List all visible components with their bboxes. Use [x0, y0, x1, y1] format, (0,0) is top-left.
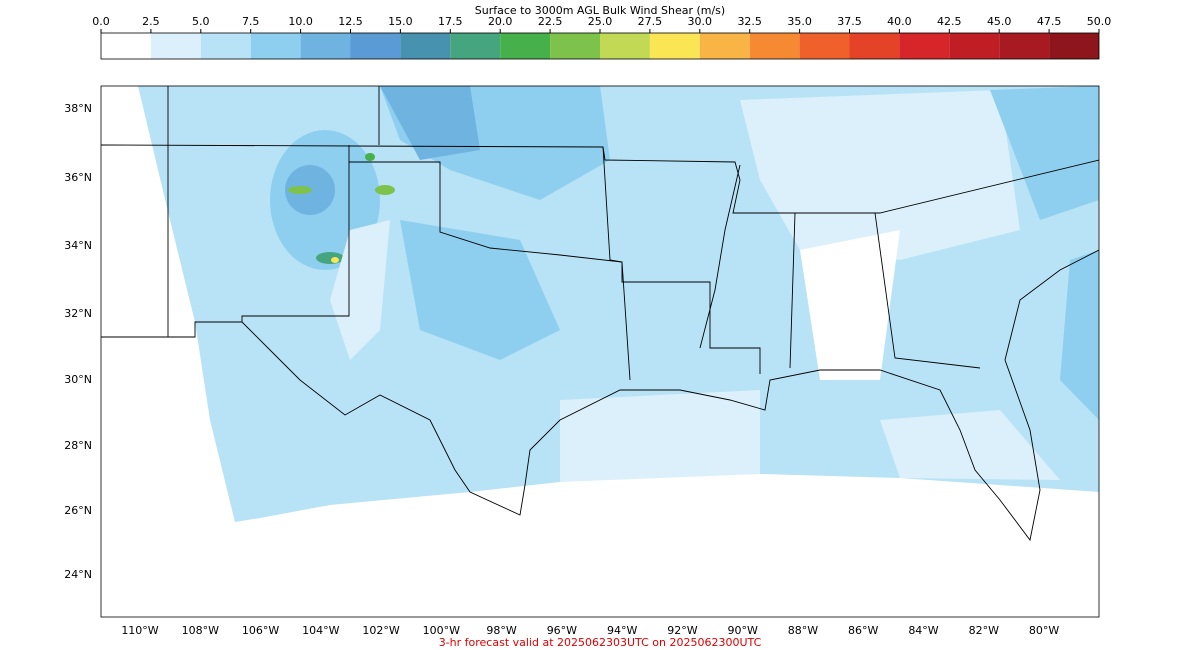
colorbar-segment	[300, 33, 351, 59]
colorbar-segment	[500, 33, 551, 59]
colorbar-segment	[101, 33, 151, 59]
colorbar-tick-label: 2.5	[142, 15, 160, 28]
latitude-label: 36°N	[64, 171, 92, 184]
colorbar-tick-label: 35.0	[787, 15, 812, 28]
longitude-label: 90°W	[728, 624, 758, 637]
colorbar-tick-label: 7.5	[242, 15, 260, 28]
colorbar-segment	[400, 33, 451, 59]
latitude-label: 24°N	[64, 568, 92, 581]
colorbar-tick-label: 50.0	[1087, 15, 1112, 28]
colorbar-segment	[250, 33, 301, 59]
colorbar-tick-label: 25.0	[588, 15, 613, 28]
colorbar-tick-label: 20.0	[488, 15, 513, 28]
longitude-label: 88°W	[788, 624, 818, 637]
map-frame	[100, 85, 1100, 618]
latitude-label: 28°N	[64, 439, 92, 452]
colorbar: 0.0 2.5 5.0 7.5 10.0 12.5 15.0 17.5 20.0 22.5 25.0…	[92, 15, 1112, 60]
colorbar-tick-label: 27.5	[638, 15, 663, 28]
shear-field	[138, 86, 1099, 522]
colorbar-segment	[600, 33, 650, 59]
colorbar-tick-label: 47.5	[1037, 15, 1062, 28]
longitude-label: 86°W	[848, 624, 878, 637]
latitude-label: 30°N	[64, 373, 92, 386]
colorbar-tick-label: 5.0	[192, 15, 210, 28]
longitude-label: 110°W	[121, 624, 158, 637]
colorbar-tick-label: 37.5	[837, 15, 862, 28]
colorbar-segment	[649, 33, 700, 59]
colorbar-segment	[999, 33, 1050, 59]
latitude-label: 34°N	[64, 239, 92, 252]
axis-labels: 38°N 36°N 34°N 32°N 30°N 28°N 26°N 24°N 110°W 108…	[64, 102, 1059, 637]
longitude-label: 84°W	[908, 624, 938, 637]
colorbar-tick-label: 10.0	[288, 15, 313, 28]
colorbar-tick-label: 32.5	[737, 15, 762, 28]
colorbar-segment	[1049, 33, 1099, 59]
colorbar-segment	[550, 33, 600, 59]
colorbar-tick-label: 22.5	[538, 15, 563, 28]
colorbar-tick-label: 42.5	[937, 15, 962, 28]
longitude-label: 80°W	[1029, 624, 1059, 637]
colorbar-tick-label: 45.0	[987, 15, 1012, 28]
latitude-label: 32°N	[64, 307, 92, 320]
longitude-label: 102°W	[362, 624, 399, 637]
colorbar-segment	[949, 33, 1000, 59]
colorbar-tick-label: 30.0	[688, 15, 713, 28]
longitude-label: 108°W	[182, 624, 219, 637]
longitude-label: 106°W	[242, 624, 279, 637]
longitude-label: 98°W	[486, 624, 516, 637]
colorbar-segment	[150, 33, 201, 59]
longitude-label: 82°W	[969, 624, 999, 637]
colorbar-segment	[899, 33, 950, 59]
map	[100, 85, 1100, 618]
boundaries	[101, 86, 1099, 542]
colorbar-segment	[699, 33, 750, 59]
colorbar-tick-label: 17.5	[438, 15, 463, 28]
longitude-label: 104°W	[302, 624, 339, 637]
colorbar-segment	[849, 33, 900, 59]
colorbar-segment	[799, 33, 850, 59]
longitude-label: 94°W	[607, 624, 637, 637]
colorbar-title: Surface to 3000m AGL Bulk Wind Shear (m/…	[475, 4, 725, 17]
colorbar-segment	[450, 33, 501, 59]
colorbar-tick-label: 40.0	[887, 15, 912, 28]
colorbar-tick-label: 12.5	[338, 15, 363, 28]
longitude-label: 92°W	[667, 624, 697, 637]
colorbar-segment	[350, 33, 401, 59]
longitude-label: 96°W	[547, 624, 577, 637]
forecast-caption: 3-hr forecast valid at 2025062303UTC on …	[439, 636, 762, 649]
longitude-label: 100°W	[423, 624, 460, 637]
colorbar-segment	[749, 33, 800, 59]
latitude-label: 38°N	[64, 102, 92, 115]
colorbar-tick-label: 0.0	[92, 15, 110, 28]
colorbar-segment	[200, 33, 251, 59]
colorbar-tick-label: 15.0	[388, 15, 413, 28]
latitude-label: 26°N	[64, 504, 92, 517]
